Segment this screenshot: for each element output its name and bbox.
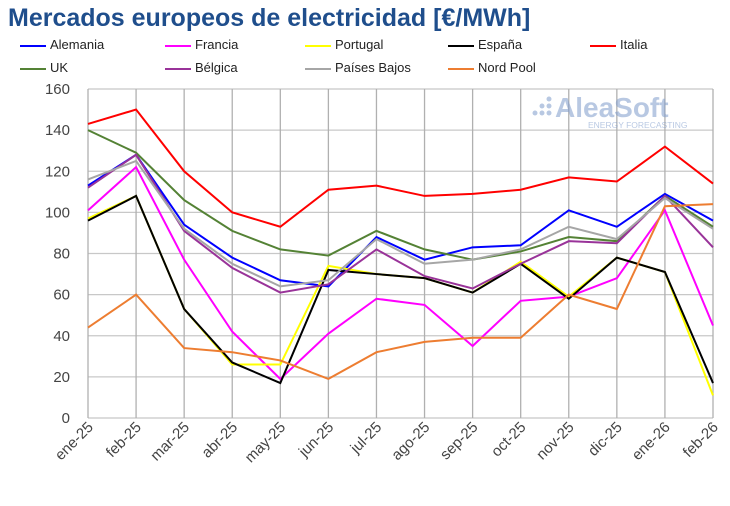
legend-label: Nord Pool [478,60,536,75]
legend-swatch [448,67,474,70]
x-tick-label: jun-25 [295,419,337,461]
legend-label: España [478,37,523,52]
series-line-italia [87,108,714,228]
legend-label: Portugal [335,37,384,52]
legend-item: Francia [165,37,238,52]
series-line-países-bajos [87,159,714,288]
chart-title: Mercados europeos de electricidad [€/MWh… [8,4,531,32]
legend-label: UK [50,60,69,75]
y-tick-label: 160 [45,81,70,98]
legend-swatch [20,44,46,47]
x-tick-label: abr-25 [198,419,241,462]
x-tick-label: jul-25 [347,419,386,458]
x-tick-label: sep-25 [437,419,481,463]
x-tick-label: nov-25 [533,419,577,463]
legend-item: Nord Pool [448,60,536,75]
series-line-francia [87,165,714,381]
series-line-alemania [87,153,714,288]
y-tick-label: 60 [53,287,70,304]
y-tick-label: 20 [53,369,70,386]
x-tick-label: ago-25 [388,419,433,464]
legend-swatch [165,67,191,70]
legend-swatch [165,44,191,47]
svg-text:AleaSoft: AleaSoft [555,92,669,123]
legend-label: Francia [195,37,239,52]
legend-swatch [20,67,46,70]
y-tick-label: 100 [45,204,70,221]
series-line-uk [87,129,714,261]
legend-label: Italia [620,37,648,52]
legend-item: Bélgica [165,60,238,75]
series-line-bélgica [87,153,714,294]
legend-label: Países Bajos [335,60,411,75]
legend-swatch [590,44,616,47]
x-tick-label: dic-25 [585,419,626,460]
legend-swatch [305,67,331,70]
x-tick-label: feb-25 [103,419,145,461]
y-tick-label: 140 [45,122,70,139]
x-tick-label: oct-25 [488,419,530,461]
legend-label: Bélgica [195,60,238,75]
y-tick-label: 0 [62,410,70,427]
y-tick-label: 40 [53,328,70,345]
legend-swatch [448,44,474,47]
y-tick-label: 120 [45,163,70,180]
aleasoft-logo: AleaSoft ENERGY FORECASTING [532,92,688,130]
legend-item: Alemania [20,37,104,52]
legend-item: UK [20,60,68,75]
legend-item: Países Bajos [305,60,411,75]
svg-text:ENERGY FORECASTING: ENERGY FORECASTING [588,120,688,130]
y-tick-label: 80 [53,246,70,263]
x-tick-label: ene-25 [52,419,97,464]
legend-item: España [448,37,522,52]
series-line-españa [87,194,714,385]
series-line-nord-pool [87,203,714,381]
x-tick-label: ene-26 [629,419,674,464]
x-tick-label: mar-25 [147,419,193,465]
legend-label: Alemania [50,37,105,52]
legend-item: Portugal [305,37,383,52]
legend-swatch [305,44,331,47]
legend-item: Italia [590,37,647,52]
x-tick-label: may-25 [242,419,289,466]
x-tick-label: feb-26 [680,419,722,461]
